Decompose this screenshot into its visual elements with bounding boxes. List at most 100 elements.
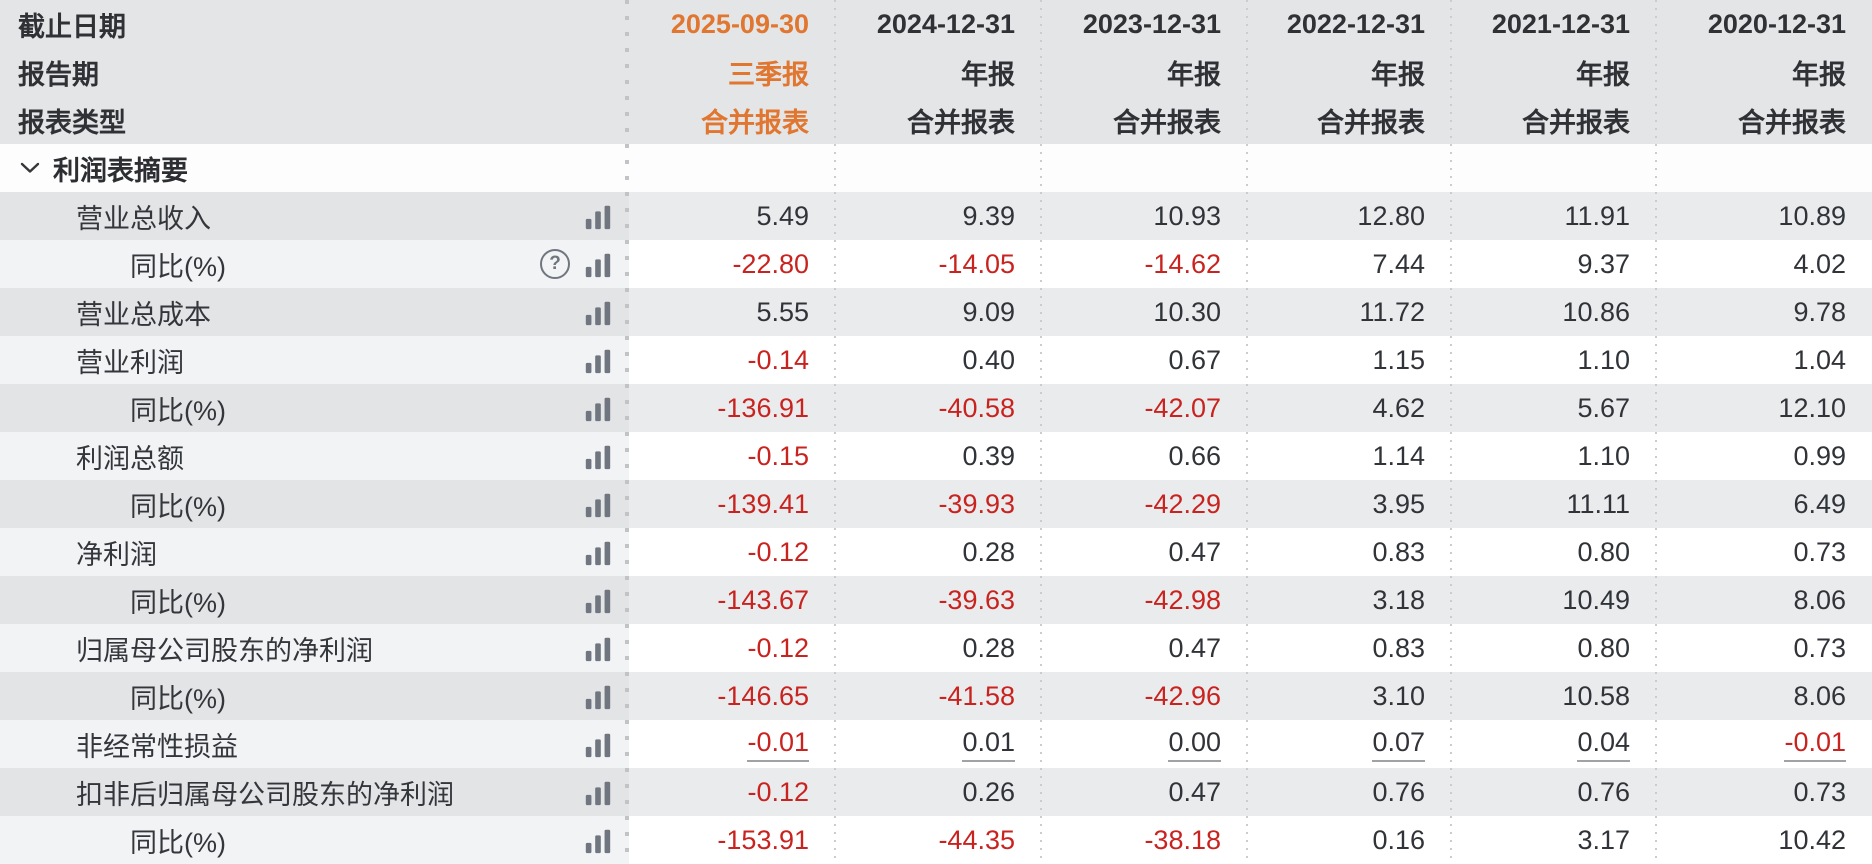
value-text: 0.47 (1168, 536, 1221, 567)
value-text: -0.14 (747, 344, 809, 375)
section-header-income-statement[interactable]: 利润表摘要 (0, 144, 1872, 192)
row-label: 同比(%) (130, 395, 226, 426)
bar-chart-icon[interactable] (583, 345, 613, 375)
value-text: -39.63 (938, 584, 1015, 615)
value-text[interactable]: 0.04 (1577, 727, 1630, 762)
value-text: 1.10 (1577, 344, 1630, 375)
value-text: 0.73 (1793, 776, 1846, 807)
value-text[interactable]: 0.01 (962, 727, 1015, 762)
bar-chart-icon[interactable] (583, 729, 613, 759)
table-row: 非经常性损益 -0.01 0.01 0.00 0.07 0.04 -0.01 (0, 720, 1872, 768)
header-date-cell: 2022-12-31 (1246, 0, 1451, 48)
value-cell: 0.00 (1040, 720, 1247, 768)
bar-chart-icon[interactable] (583, 537, 613, 567)
value-text[interactable]: -0.01 (747, 727, 809, 762)
value-text: 0.66 (1168, 440, 1221, 471)
header-type-cell: 合并报表 (1655, 96, 1872, 144)
header-label-report-period: 报告期 (0, 48, 629, 96)
bar-chart-icon[interactable] (583, 393, 613, 423)
value-cell: -42.29 (1040, 480, 1247, 528)
bar-chart-icon[interactable] (583, 201, 613, 231)
row-label: 归属母公司股东的净利润 (76, 635, 373, 666)
value-cell: 4.62 (1246, 384, 1451, 432)
value-text: -0.12 (747, 776, 809, 807)
value-cell: 0.47 (1040, 768, 1247, 816)
value-cell: 0.26 (834, 768, 1041, 816)
row-icons (583, 489, 629, 519)
value-text: -146.65 (717, 680, 809, 711)
question-icon[interactable]: ? (540, 249, 570, 279)
bar-chart-icon[interactable] (583, 681, 613, 711)
section-empty-cell (1040, 144, 1247, 192)
value-cell: -0.14 (629, 336, 835, 384)
value-cell: 0.76 (1450, 768, 1656, 816)
value-cell: 3.18 (1246, 576, 1451, 624)
table-row: 扣非后归属母公司股东的净利润 -0.12 0.26 0.47 0.76 0.76 0.73 (0, 768, 1872, 816)
value-text[interactable]: 0.07 (1372, 727, 1425, 762)
value-text: 10.89 (1778, 200, 1846, 231)
value-cell: 4.02 (1655, 240, 1872, 288)
table-row: 同比(%) -136.91 -40.58 -42.07 4.62 5.67 12.10 (0, 384, 1872, 432)
row-label: 扣非后归属母公司股东的净利润 (76, 779, 454, 810)
value-text: -40.58 (938, 392, 1015, 423)
value-text: 8.06 (1793, 584, 1846, 615)
value-text: 9.78 (1793, 296, 1846, 327)
header-date-cell: 2025-09-30 (629, 0, 835, 48)
value-cell: 10.86 (1450, 288, 1656, 336)
value-text: -22.80 (732, 248, 809, 279)
bar-chart-icon[interactable] (583, 441, 613, 471)
value-cell: -0.01 (629, 720, 835, 768)
row-label: 同比(%) (130, 683, 226, 714)
value-text[interactable]: 0.00 (1168, 727, 1221, 762)
row-icons (583, 633, 629, 663)
value-text: -42.96 (1144, 680, 1221, 711)
value-cell: 0.28 (834, 528, 1041, 576)
section-header-label-cell[interactable]: 利润表摘要 (0, 144, 629, 192)
value-text: 1.04 (1793, 344, 1846, 375)
value-cell: 9.78 (1655, 288, 1872, 336)
value-cell: -153.91 (629, 816, 835, 864)
bar-chart-icon[interactable] (583, 297, 613, 327)
bar-chart-icon[interactable] (583, 489, 613, 519)
row-label-cell: 归属母公司股东的净利润 (0, 624, 629, 672)
value-text: 3.17 (1577, 824, 1630, 855)
section-empty-cell (834, 144, 1041, 192)
bar-chart-icon[interactable] (583, 249, 613, 279)
value-text: 3.10 (1372, 680, 1425, 711)
value-cell: 3.17 (1450, 816, 1656, 864)
value-text: 0.80 (1577, 632, 1630, 663)
row-label: 营业利润 (76, 347, 184, 378)
bar-chart-icon[interactable] (583, 585, 613, 615)
value-text: 9.37 (1577, 248, 1630, 279)
value-text: 3.95 (1372, 488, 1425, 519)
value-cell: -14.05 (834, 240, 1041, 288)
bar-chart-icon[interactable] (583, 777, 613, 807)
value-cell: 12.80 (1246, 192, 1451, 240)
chevron-down-icon[interactable] (18, 156, 42, 180)
value-text: 0.26 (962, 776, 1015, 807)
bar-chart-icon[interactable] (583, 825, 613, 855)
row-icons (583, 537, 629, 567)
header-date-cell: 2023-12-31 (1040, 0, 1247, 48)
value-text: -0.15 (747, 440, 809, 471)
row-label: 净利润 (76, 539, 157, 570)
value-text: -14.05 (938, 248, 1015, 279)
value-cell: 0.47 (1040, 528, 1247, 576)
header-date-cell: 2020-12-31 (1655, 0, 1872, 48)
value-cell: -40.58 (834, 384, 1041, 432)
value-cell: 8.06 (1655, 672, 1872, 720)
value-text[interactable]: -0.01 (1784, 727, 1846, 762)
value-cell: 3.95 (1246, 480, 1451, 528)
table-row: 同比(%) -146.65 -41.58 -42.96 3.10 10.58 8.06 (0, 672, 1872, 720)
bar-chart-icon[interactable] (583, 633, 613, 663)
table-row: 同比(%) -139.41 -39.93 -42.29 3.95 11.11 6.49 (0, 480, 1872, 528)
row-label: 利润总额 (76, 443, 184, 474)
header-type-cell: 合并报表 (1040, 96, 1247, 144)
value-cell: 1.10 (1450, 432, 1656, 480)
value-text: 8.06 (1793, 680, 1846, 711)
row-label: 营业总收入 (76, 203, 211, 234)
value-text: -42.07 (1144, 392, 1221, 423)
table-row: 归属母公司股东的净利润 -0.12 0.28 0.47 0.83 0.80 0.73 (0, 624, 1872, 672)
row-label-cell: 扣非后归属母公司股东的净利润 (0, 768, 629, 816)
